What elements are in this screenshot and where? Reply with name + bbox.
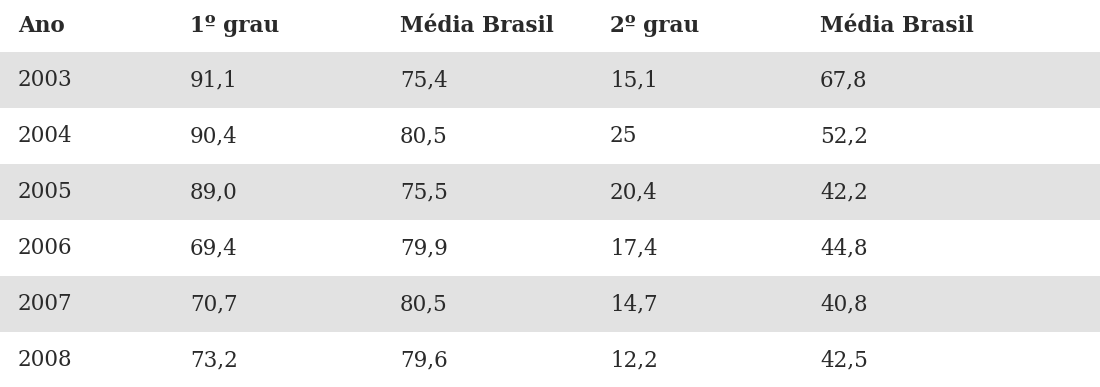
Text: 2007: 2007 [18, 293, 73, 315]
Text: 91,1: 91,1 [190, 69, 238, 91]
Text: Média Brasil: Média Brasil [820, 15, 974, 37]
Text: Ano: Ano [18, 15, 65, 37]
Text: 15,1: 15,1 [610, 69, 658, 91]
Text: 2006: 2006 [18, 237, 73, 259]
Bar [0, 276, 1100, 332]
Text: 67,8: 67,8 [820, 69, 868, 91]
Text: 2003: 2003 [18, 69, 73, 91]
Text: 73,2: 73,2 [190, 349, 238, 371]
Text: 79,6: 79,6 [400, 349, 448, 371]
Text: 17,4: 17,4 [610, 237, 658, 259]
Text: 42,5: 42,5 [820, 349, 868, 371]
Text: 1º grau: 1º grau [190, 15, 279, 37]
Text: 20,4: 20,4 [610, 181, 658, 203]
Bar [0, 220, 1100, 276]
Text: 2004: 2004 [18, 125, 73, 147]
Text: 14,7: 14,7 [610, 293, 658, 315]
Bar [0, 108, 1100, 164]
Text: 52,2: 52,2 [820, 125, 868, 147]
Text: 2º grau: 2º grau [610, 15, 700, 37]
Bar [0, 164, 1100, 220]
Text: 70,7: 70,7 [190, 293, 238, 315]
Text: 75,4: 75,4 [400, 69, 448, 91]
Text: 90,4: 90,4 [190, 125, 238, 147]
Text: 80,5: 80,5 [400, 125, 448, 147]
Bar [0, 0, 1100, 52]
Text: 2005: 2005 [18, 181, 73, 203]
Text: 12,2: 12,2 [610, 349, 658, 371]
Text: 44,8: 44,8 [820, 237, 868, 259]
Text: 42,2: 42,2 [820, 181, 868, 203]
Text: 79,9: 79,9 [400, 237, 448, 259]
Text: 40,8: 40,8 [820, 293, 868, 315]
Text: 25: 25 [610, 125, 638, 147]
Text: 80,5: 80,5 [400, 293, 448, 315]
Text: 75,5: 75,5 [400, 181, 448, 203]
Bar [0, 332, 1100, 387]
Bar [0, 52, 1100, 108]
Text: 89,0: 89,0 [190, 181, 238, 203]
Text: 2008: 2008 [18, 349, 73, 371]
Text: 69,4: 69,4 [190, 237, 238, 259]
Text: Média Brasil: Média Brasil [400, 15, 553, 37]
